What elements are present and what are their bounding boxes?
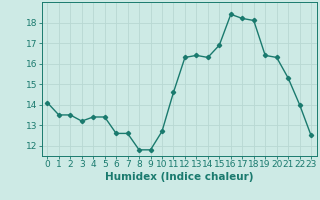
X-axis label: Humidex (Indice chaleur): Humidex (Indice chaleur) bbox=[105, 172, 253, 182]
